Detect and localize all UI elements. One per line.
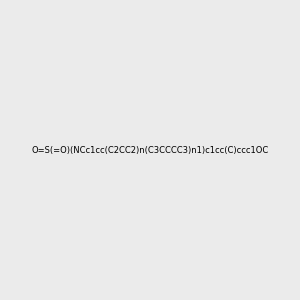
- Text: O=S(=O)(NCc1cc(C2CC2)n(C3CCCC3)n1)c1cc(C)ccc1OC: O=S(=O)(NCc1cc(C2CC2)n(C3CCCC3)n1)c1cc(C…: [32, 146, 268, 154]
